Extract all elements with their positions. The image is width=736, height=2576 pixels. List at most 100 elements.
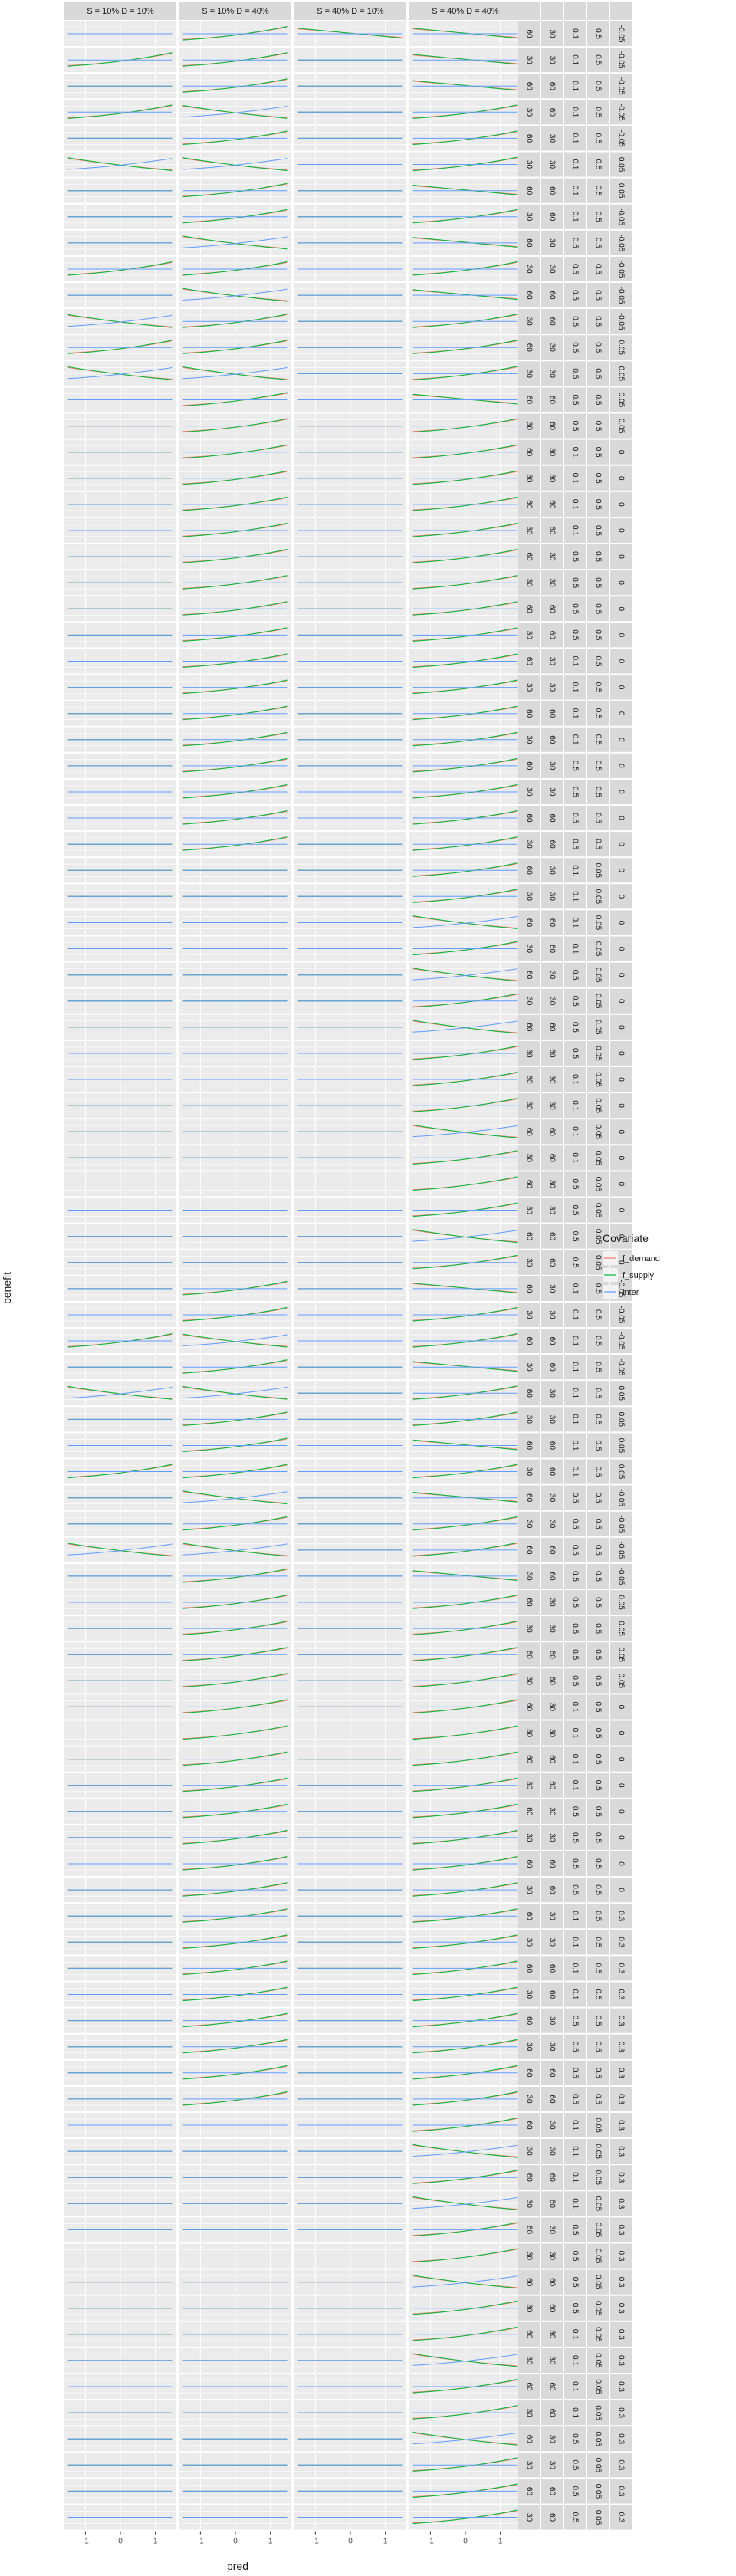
row-strip xyxy=(518,335,540,360)
row-strip-label: 0.5 xyxy=(593,813,602,823)
row-strip-label: 0.1 xyxy=(570,1911,579,1921)
row-strip-label: 60 xyxy=(524,1023,533,1032)
row-strip xyxy=(518,256,540,281)
row-strip xyxy=(518,1563,540,1589)
row-strip-label: 0.1 xyxy=(570,2355,579,2366)
row-strip-label: 60 xyxy=(524,343,533,353)
row-strip-label: 0.5 xyxy=(570,1858,579,1869)
series-line-f_supply xyxy=(412,261,518,276)
row-strip-label: 60 xyxy=(524,2121,533,2130)
row-strip-label: 0.5 xyxy=(593,394,602,405)
series-line-f_supply xyxy=(412,1306,518,1322)
series-line-f_supply xyxy=(412,1516,518,1531)
row-strip xyxy=(541,204,563,229)
row-strip xyxy=(541,2400,563,2426)
row-strip xyxy=(587,544,609,570)
row-strip-label: 30 xyxy=(547,1493,556,1503)
row-strip xyxy=(541,649,563,674)
row-strip-label: 0.05 xyxy=(593,2353,602,2368)
row-strip-label: 30 xyxy=(524,2356,533,2365)
row-strip-label: 0.5 xyxy=(570,787,579,797)
series-line-f_supply xyxy=(412,2378,518,2394)
row-strip-label: -0.05 xyxy=(616,313,625,330)
row-strip xyxy=(541,936,563,961)
row-strip xyxy=(541,2295,563,2321)
row-strip xyxy=(564,465,586,491)
series-line-f_supply xyxy=(182,548,288,564)
series-line-f_supply xyxy=(412,1986,518,2002)
series-line-f_supply xyxy=(412,1960,518,1975)
row-strip xyxy=(587,1224,609,1249)
row-strip xyxy=(610,152,632,177)
series-line-f_supply xyxy=(412,470,518,485)
row-strip xyxy=(541,1407,563,1432)
row-strip-label: 0.5 xyxy=(570,1545,579,1556)
row-strip xyxy=(564,1904,586,1929)
row-strip xyxy=(541,2034,563,2059)
row-strip xyxy=(541,2505,563,2530)
row-strip xyxy=(518,1014,540,1040)
series-line-f_supply xyxy=(182,1647,288,1661)
row-strip xyxy=(587,256,609,281)
row-strip-label: 0.5 xyxy=(593,264,602,274)
row-strip xyxy=(518,1433,540,1458)
row-strip xyxy=(541,2321,563,2347)
row-strip-label: 60 xyxy=(547,1886,556,1895)
row-strip xyxy=(587,1302,609,1327)
row-strip xyxy=(610,439,632,465)
row-strip-label: 0.5 xyxy=(570,421,579,432)
row-strip xyxy=(610,74,632,99)
row-strip xyxy=(610,1093,632,1119)
row-strip-label: 0.3 xyxy=(616,1937,625,1947)
row-strip-label: 60 xyxy=(524,1807,533,1816)
row-strip-label: 0 xyxy=(616,1861,625,1866)
row-strip xyxy=(610,1930,632,1955)
series-line-f_supply xyxy=(182,522,288,537)
row-strip-label: 30 xyxy=(524,108,533,117)
row-strip-label: 0.5 xyxy=(593,1911,602,1921)
series-line-f_supply xyxy=(412,1150,518,1165)
row-strip xyxy=(587,1642,609,1668)
series-line-f_supply xyxy=(412,810,518,825)
row-strip xyxy=(564,2479,586,2504)
row-strip xyxy=(518,2217,540,2242)
row-strip-label: 0.1 xyxy=(570,133,579,143)
row-strip xyxy=(587,126,609,151)
row-strip-label: 0.05 xyxy=(593,1177,602,1192)
series-line-f_supply xyxy=(412,1542,518,1557)
row-strip xyxy=(518,2191,540,2216)
row-strip xyxy=(518,1642,540,1668)
row-strip xyxy=(564,1381,586,1406)
row-strip xyxy=(541,2060,563,2085)
series-line-f_supply xyxy=(412,522,518,537)
row-strip xyxy=(541,335,563,360)
row-strip xyxy=(610,518,632,543)
row-strip-label: 60 xyxy=(524,2487,533,2496)
row-strip-label: 0.05 xyxy=(616,1595,625,1610)
row-strip-label: 0.05 xyxy=(616,1648,625,1663)
row-strip-label: 0.3 xyxy=(616,2068,625,2078)
row-strip-label: 30 xyxy=(547,1310,556,1319)
row-strip-header xyxy=(541,2,563,20)
row-strip xyxy=(541,1433,563,1458)
row-strip-label: 30 xyxy=(524,212,533,222)
row-strip-label: 0.5 xyxy=(593,1493,602,1503)
row-strip-label: 0.5 xyxy=(593,473,602,484)
row-strip-label: 0.5 xyxy=(593,1571,602,1582)
row-strip-label: -0.05 xyxy=(616,234,625,251)
row-strip-label: 60 xyxy=(524,238,533,248)
series-line-f_supply xyxy=(182,1829,288,1845)
row-strip-label: 60 xyxy=(547,2409,556,2418)
row-strip xyxy=(587,1329,609,1354)
row-strip-label: 0.1 xyxy=(570,54,579,65)
series-line-inter xyxy=(67,366,173,380)
row-strip-label: 30 xyxy=(524,1990,533,1999)
row-strip-label: 30 xyxy=(547,2435,556,2444)
row-strip-label: 0.5 xyxy=(593,1336,602,1346)
row-strip-label: 30 xyxy=(524,840,533,849)
row-strip-label: 0.5 xyxy=(570,603,579,614)
column-strip xyxy=(179,2,291,20)
row-strip xyxy=(587,2139,609,2164)
row-strip-label: 60 xyxy=(547,1990,556,1999)
